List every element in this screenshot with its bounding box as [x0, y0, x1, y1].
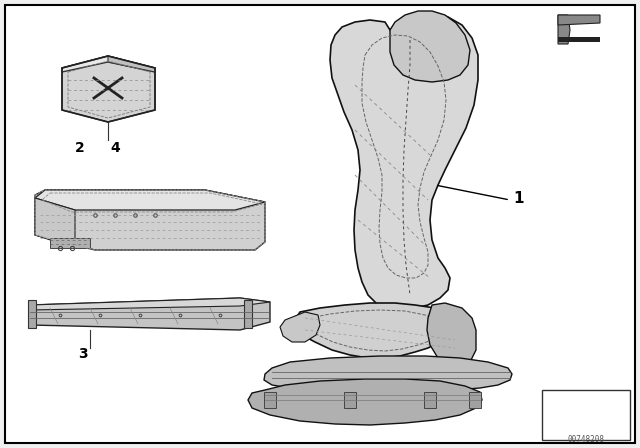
- Polygon shape: [28, 300, 36, 328]
- Text: 00748208: 00748208: [568, 435, 605, 444]
- Polygon shape: [295, 303, 458, 358]
- Polygon shape: [558, 15, 570, 44]
- Polygon shape: [62, 56, 155, 122]
- Polygon shape: [248, 379, 482, 425]
- Polygon shape: [558, 15, 600, 25]
- Polygon shape: [264, 356, 512, 391]
- Polygon shape: [35, 190, 265, 210]
- Polygon shape: [469, 392, 481, 408]
- Bar: [558, 37, 600, 42]
- Polygon shape: [427, 303, 476, 368]
- Polygon shape: [30, 298, 270, 310]
- Text: 3: 3: [78, 347, 88, 361]
- Polygon shape: [35, 190, 265, 250]
- Text: 4: 4: [110, 141, 120, 155]
- Polygon shape: [424, 392, 436, 408]
- Polygon shape: [30, 298, 270, 330]
- Polygon shape: [264, 392, 276, 408]
- Text: 2: 2: [75, 141, 84, 155]
- Polygon shape: [344, 392, 356, 408]
- Bar: [542, 390, 630, 440]
- Polygon shape: [390, 11, 470, 82]
- Polygon shape: [62, 56, 155, 72]
- Polygon shape: [244, 300, 252, 328]
- Polygon shape: [330, 13, 478, 312]
- Polygon shape: [50, 238, 90, 248]
- Polygon shape: [35, 198, 75, 248]
- Polygon shape: [108, 56, 155, 72]
- Text: 1: 1: [513, 190, 524, 206]
- Polygon shape: [280, 312, 320, 342]
